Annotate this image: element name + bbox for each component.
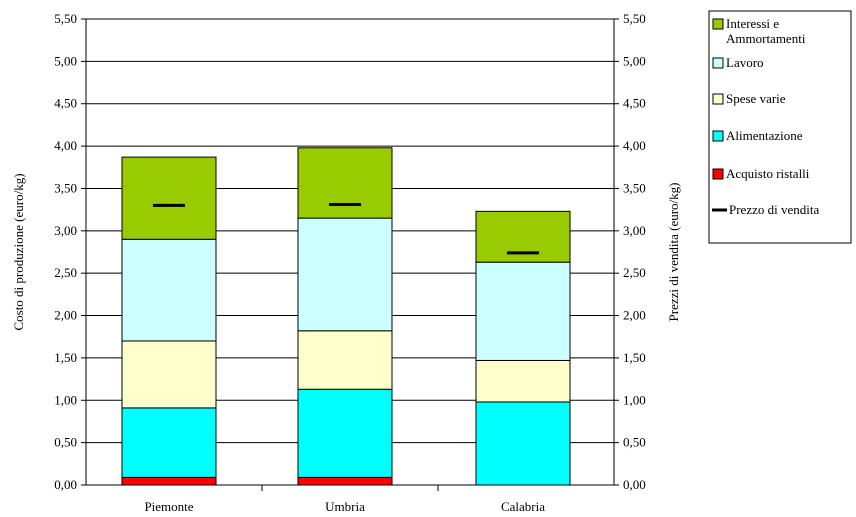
- x-tick-label: Calabria: [501, 499, 545, 514]
- bar-segment: [121, 476, 217, 486]
- right-tick-label: 0,00: [623, 477, 646, 492]
- right-tick-label: 4,00: [623, 138, 646, 153]
- legend-swatch: [712, 168, 724, 180]
- bar-segment: [121, 238, 217, 342]
- right-tick-label: 3,00: [623, 223, 646, 238]
- bar-segment: [475, 401, 571, 486]
- legend-swatch: [712, 93, 724, 105]
- bar-segment: [297, 330, 393, 390]
- left-tick-label: 2,50: [54, 265, 77, 280]
- x-tick-label: Umbria: [325, 499, 365, 514]
- bar-segment: [121, 340, 217, 409]
- y-axis-title-left: Costo di produzione (euro/kg): [11, 173, 26, 330]
- left-tick-label: 3,00: [54, 223, 77, 238]
- x-tick-label: Piemonte: [144, 499, 193, 514]
- bar-segment: [297, 147, 393, 219]
- bar-segment: [297, 476, 393, 486]
- left-tick-label: 3,50: [54, 180, 77, 195]
- bar-segment: [475, 261, 571, 361]
- left-tick-label: 1,50: [54, 350, 77, 365]
- legend-swatch: [712, 18, 724, 30]
- left-tick-label: 4,50: [54, 96, 77, 111]
- legend-swatch: [712, 57, 724, 69]
- right-tick-label: 2,00: [623, 308, 646, 323]
- legend-label: Interessi e: [726, 16, 779, 31]
- legend-label: Ammortamenti: [726, 31, 806, 46]
- bar-segment: [297, 217, 393, 332]
- right-tick-label: 5,00: [623, 53, 646, 68]
- left-tick-label: 0,00: [54, 477, 77, 492]
- legend-label: Alimentazione: [726, 128, 803, 143]
- right-tick-label: 0,50: [623, 435, 646, 450]
- left-tick-label: 0,50: [54, 435, 77, 450]
- left-tick-label: 2,00: [54, 308, 77, 323]
- left-tick-label: 5,00: [54, 53, 77, 68]
- legend-label: Prezzo di vendita: [729, 202, 819, 217]
- left-tick-label: 4,00: [54, 138, 77, 153]
- right-tick-label: 4,50: [623, 96, 646, 111]
- left-tick-label: 5,50: [54, 11, 77, 26]
- right-tick-label: 1,00: [623, 392, 646, 407]
- legend-label: Spese varie: [726, 91, 786, 106]
- right-tick-label: 5,50: [623, 11, 646, 26]
- legend-swatch: [712, 130, 724, 142]
- y-axis-title-right: Prezzi di vendita (euro/kg): [666, 183, 681, 322]
- right-tick-label: 2,50: [623, 265, 646, 280]
- legend-label: Acquisto ristalli: [726, 166, 810, 181]
- bar-segment: [121, 156, 217, 240]
- left-tick-label: 1,00: [54, 392, 77, 407]
- bar-segment: [297, 388, 393, 478]
- right-tick-label: 1,50: [623, 350, 646, 365]
- legend-label: Lavoro: [726, 55, 764, 70]
- right-tick-label: 3,50: [623, 180, 646, 195]
- bar-segment: [475, 210, 571, 263]
- legend-box: [708, 10, 852, 244]
- bar-segment: [475, 359, 571, 403]
- bar-segment: [121, 407, 217, 478]
